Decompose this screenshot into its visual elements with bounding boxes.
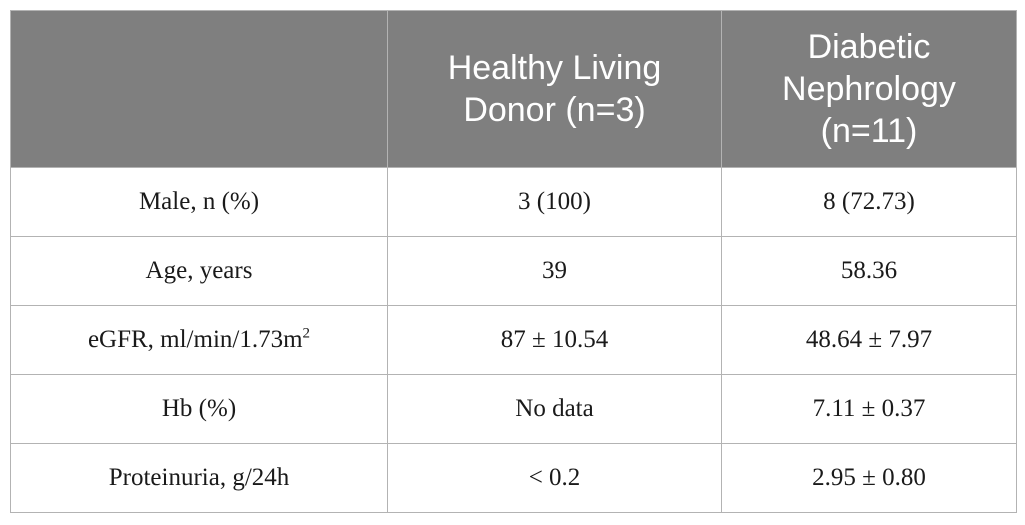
row-label: Hb (%)	[10, 374, 388, 444]
header-row: Healthy Living Donor (n=3) Diabetic Neph…	[10, 10, 1017, 168]
row-label: Proteinuria, g/24h	[10, 443, 388, 513]
cell-diabetic: 2.95 ± 0.80	[721, 443, 1017, 513]
row-label: Age, years	[10, 236, 388, 306]
header-healthy-living-donor: Healthy Living Donor (n=3)	[387, 10, 722, 168]
row-label-text: eGFR, ml/min/1.73m	[87, 326, 303, 353]
row-label-text: Hb (%)	[161, 395, 237, 422]
table-row: Age, years 39 58.36	[10, 236, 1017, 306]
cell-healthy: 3 (100)	[387, 167, 722, 237]
cell-healthy: No data	[387, 374, 722, 444]
cell-diabetic: 48.64 ± 7.97	[721, 305, 1017, 375]
cell-healthy: 39	[387, 236, 722, 306]
row-label-superscript: 2	[302, 325, 311, 342]
table-row: eGFR, ml/min/1.73m2 87 ± 10.54 48.64 ± 7…	[10, 305, 1017, 375]
header-empty-cell	[10, 10, 388, 168]
characteristics-table-container: Healthy Living Donor (n=3) Diabetic Neph…	[10, 10, 1017, 513]
row-label-text: Proteinuria, g/24h	[108, 464, 290, 491]
cell-diabetic: 8 (72.73)	[721, 167, 1017, 237]
row-label-text: Age, years	[145, 257, 253, 284]
row-label-text: Male, n (%)	[138, 188, 260, 215]
row-label: Male, n (%)	[10, 167, 388, 237]
row-label: eGFR, ml/min/1.73m2	[10, 305, 388, 375]
characteristics-table: Healthy Living Donor (n=3) Diabetic Neph…	[10, 10, 1017, 513]
header-diabetic-nephrology: Diabetic Nephrology (n=11)	[721, 10, 1017, 168]
cell-diabetic: 58.36	[721, 236, 1017, 306]
cell-healthy: < 0.2	[387, 443, 722, 513]
table-row: Proteinuria, g/24h < 0.2 2.95 ± 0.80	[10, 443, 1017, 513]
cell-healthy: 87 ± 10.54	[387, 305, 722, 375]
table-row: Hb (%) No data 7.11 ± 0.37	[10, 374, 1017, 444]
table-row: Male, n (%) 3 (100) 8 (72.73)	[10, 167, 1017, 237]
cell-diabetic: 7.11 ± 0.37	[721, 374, 1017, 444]
